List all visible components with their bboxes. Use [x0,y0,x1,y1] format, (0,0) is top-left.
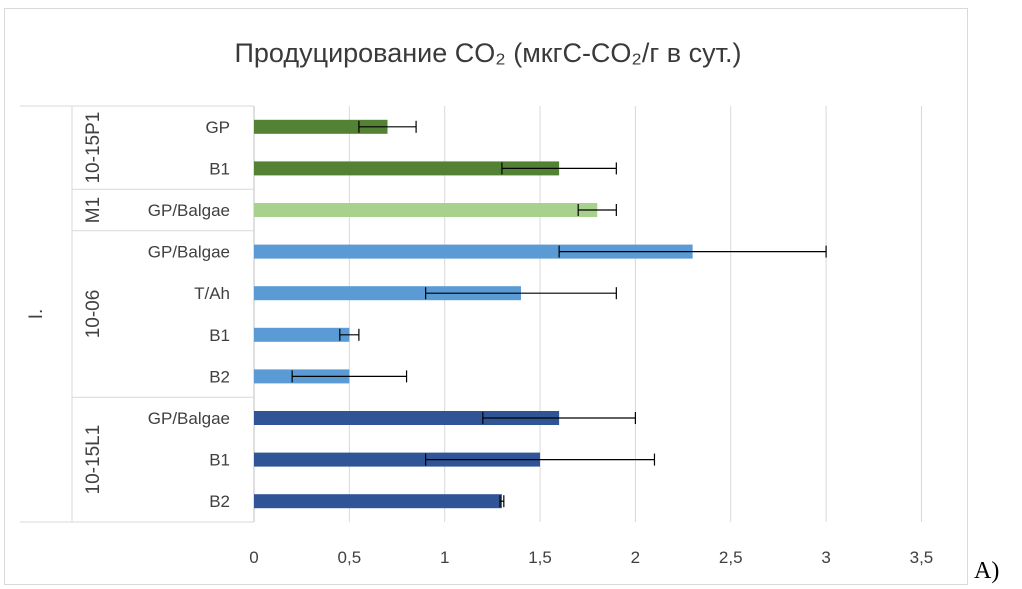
chart-title: Продуцирование CO₂ (мкгС-CO₂/г в сут.) [234,38,742,68]
bar [254,244,693,259]
bar-category-label: B1 [209,451,230,470]
x-tick-label: 3,5 [910,548,934,567]
x-tick-label: 2 [631,548,640,567]
bar [254,494,502,509]
bar [254,327,350,342]
x-tick-label: 0 [249,548,258,567]
bar-category-label: T/Ah [194,284,230,303]
bar-category-label: B2 [209,367,230,386]
bar [254,119,388,134]
x-tick-label: 2,5 [719,548,743,567]
bar [254,161,560,176]
bar-category-label: B1 [209,159,230,178]
bar-category-label: GP/Balgae [148,409,230,428]
outer-group-label: I. [26,309,47,320]
bar-category-label: GP [205,118,230,137]
bar-category-label: GP/Balgae [148,201,230,220]
bar-category-label: B1 [209,326,230,345]
bar [254,286,521,301]
bar [254,203,598,217]
x-tick-label: 0,5 [338,548,362,567]
bar-category-label: B2 [209,492,230,511]
group-label: 10-06 [83,290,104,339]
x-tick-label: 3 [821,548,830,567]
group-label: M1 [83,197,104,223]
group-label: 10-15P1 [83,112,104,184]
group-label: 10-15L1 [83,425,104,495]
figure-label: A) [974,558,1000,584]
bar [254,452,541,467]
x-tick-label: 1 [440,548,449,567]
x-tick-label: 1,5 [528,548,552,567]
bar-category-label: GP/Balgae [148,243,230,262]
